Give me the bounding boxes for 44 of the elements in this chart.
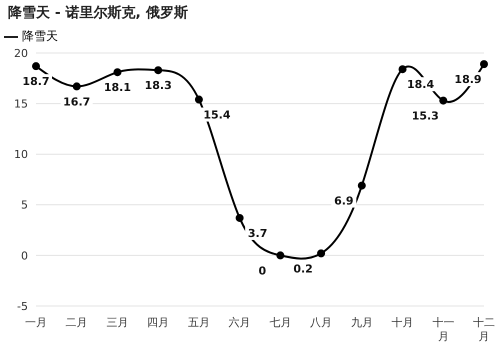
x-tick-label: 三月 [106,316,128,329]
point [439,96,448,105]
y-tick-label: 10 [14,148,28,162]
point [113,68,122,76]
point [72,82,81,90]
data-label: 16.7 [63,95,90,108]
legend-label: 降雪天 [22,29,58,43]
x-tick-label: 十一月 [432,316,454,343]
data-label: 0 [258,264,267,278]
chart-title: 降雪天 - 诺里尔斯克, 俄罗斯 [8,4,188,22]
y-tick-label: -5 [17,300,28,313]
x-tick-label: 七月 [269,316,292,329]
y-tick-label: 5 [21,198,28,212]
y-tick-label: 15 [14,98,28,111]
x-tick-label: 四月 [147,316,170,329]
data-label: 18.1 [104,81,132,94]
data-label: 18.4 [406,78,434,92]
x-tick-label: 一月 [25,316,47,329]
data-label: 0.2 [293,262,313,276]
point [154,66,162,74]
x-tick-label: 九月 [350,316,373,329]
data-label: 15.4 [203,108,231,122]
point [358,182,366,190]
data-label: 18.7 [22,75,50,88]
data-label: 3.7 [248,226,268,240]
point [194,96,203,104]
point [236,214,244,222]
data-label: 6.9 [334,194,354,208]
point [276,251,284,260]
data-label: 18.3 [144,79,172,92]
y-tick-label: 20 [14,46,28,60]
data-label: 15.3 [412,110,439,123]
x-tick-label: 五月 [188,316,210,329]
data-label: 18.9 [454,73,482,86]
point [317,249,326,258]
y-tick-label: 0 [21,249,28,262]
x-tick-label: 十二月 [473,316,495,343]
point [480,60,488,68]
x-tick-label: 二月 [66,316,88,329]
x-tick-label: 十月 [392,316,414,329]
point [398,65,407,74]
point [32,62,40,70]
x-tick-label: 六月 [228,316,251,329]
x-tick-label: 八月 [310,316,332,329]
